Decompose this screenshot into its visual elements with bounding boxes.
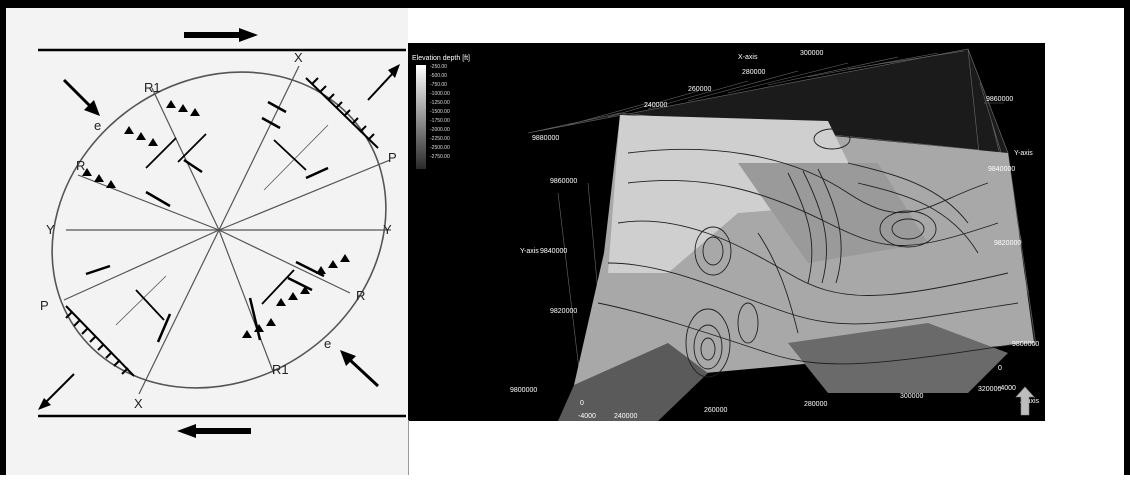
extension-arrow-bottom-left-icon [38,373,75,410]
legend-value: -750.00 [430,82,447,88]
bisector-lines [115,124,329,326]
z-tick-front: 0 [580,400,584,407]
label-r-left: R [76,158,85,173]
legend-value: -1500.00 [430,109,450,115]
legend-value: -1250.00 [430,100,450,106]
x-tick-bottom: 260000 [704,407,727,414]
label-r1-top: R1 [144,80,161,95]
label-p-left: P [40,298,49,313]
label-x-top: X [294,50,303,65]
x-tick-bottom: 280000 [804,401,827,408]
label-e-bottom: e [324,336,331,351]
normal-fault-ticks-lower [65,305,135,377]
label-y-left: Y [46,222,55,237]
label-p-right: P [388,150,397,165]
compression-arrow-bottom-right-icon [340,350,380,388]
y-tick-right: 9860000 [986,96,1013,103]
strain-ellipse-diagram: X X R1 R1 R R Y Y P P e e [38,28,406,438]
ellipse-radial-lines [63,65,391,395]
legend-color-bar [416,65,426,169]
y-tick-right: 9800000 [1012,341,1039,348]
label-r-right: R [356,288,365,303]
legend-value: -250.00 [430,64,447,70]
top-shear-arrow-icon [184,28,258,42]
depth-legend: Elevation depth [ft] -250.00 -500.00 -75… [412,55,470,169]
z-tick: 0 [998,365,1002,372]
legend-value: -2750.00 [430,154,450,160]
slip-sense-icons [85,100,329,343]
double-arrows-icons [135,133,307,321]
x-tick-top: 240000 [644,102,667,109]
y-axis-label-left: Y-axis [520,248,539,255]
y-tick-left: 9820000 [550,308,577,315]
x-tick-bottom: 300000 [900,393,923,400]
y-tick-right: 9840000 [988,166,1015,173]
elevation-surface [558,115,1034,421]
compression-arrow-top-left-icon [62,78,100,116]
label-r1-bottom: R1 [272,362,289,377]
x-tick-top: 300000 [800,50,823,57]
legend-value: -500.00 [430,73,447,79]
z-tick-front: -4000 [578,413,596,420]
label-y-right: Y [383,222,392,237]
x-tick-top: 280000 [742,69,765,76]
surface-3d-plot: Elevation depth [ft] -250.00 -500.00 -75… [408,43,1045,421]
legend-value: -2500.00 [430,145,450,151]
x-axis-label-top: X-axis [738,54,758,61]
y-tick-left: 9800000 [510,387,537,394]
surface-3d-panel: Elevation depth [ft] -250.00 -500.00 -75… [408,43,1045,421]
x-tick-top: 260000 [688,86,711,93]
thrust-teeth-icons [82,100,350,338]
y-tick-left: 9840000 [540,248,567,255]
label-e-top: e [94,118,101,133]
y-axis-label-right: Y-axis [1014,150,1033,157]
y-tick-right: 9820000 [994,240,1021,247]
legend-value: -1750.00 [430,118,450,124]
x-tick-bottom: 240000 [614,413,637,420]
legend-value: -1000.00 [430,91,450,97]
strain-ellipse-panel: X X R1 R1 R R Y Y P P e e [6,8,408,475]
bottom-shear-arrow-icon [177,424,251,438]
extension-arrow-top-right-icon [367,64,400,101]
panel-divider [408,420,409,475]
normal-fault-ticks-upper [305,77,379,149]
y-tick-left: 9880000 [532,135,559,142]
north-arrow-icon [1015,386,1035,416]
z-tick: -4000 [998,385,1016,392]
x-tick-bottom: 320000 [978,386,1001,393]
legend-title: Elevation depth [ft] [412,55,470,62]
y-tick-left: 9860000 [550,178,577,185]
label-x-bottom: X [134,396,143,411]
contour-lines [597,128,1025,378]
legend-value: -2250.00 [430,136,450,142]
z-axis-label: Z-axis [1020,398,1040,405]
legend-value: -2000.00 [430,127,450,133]
